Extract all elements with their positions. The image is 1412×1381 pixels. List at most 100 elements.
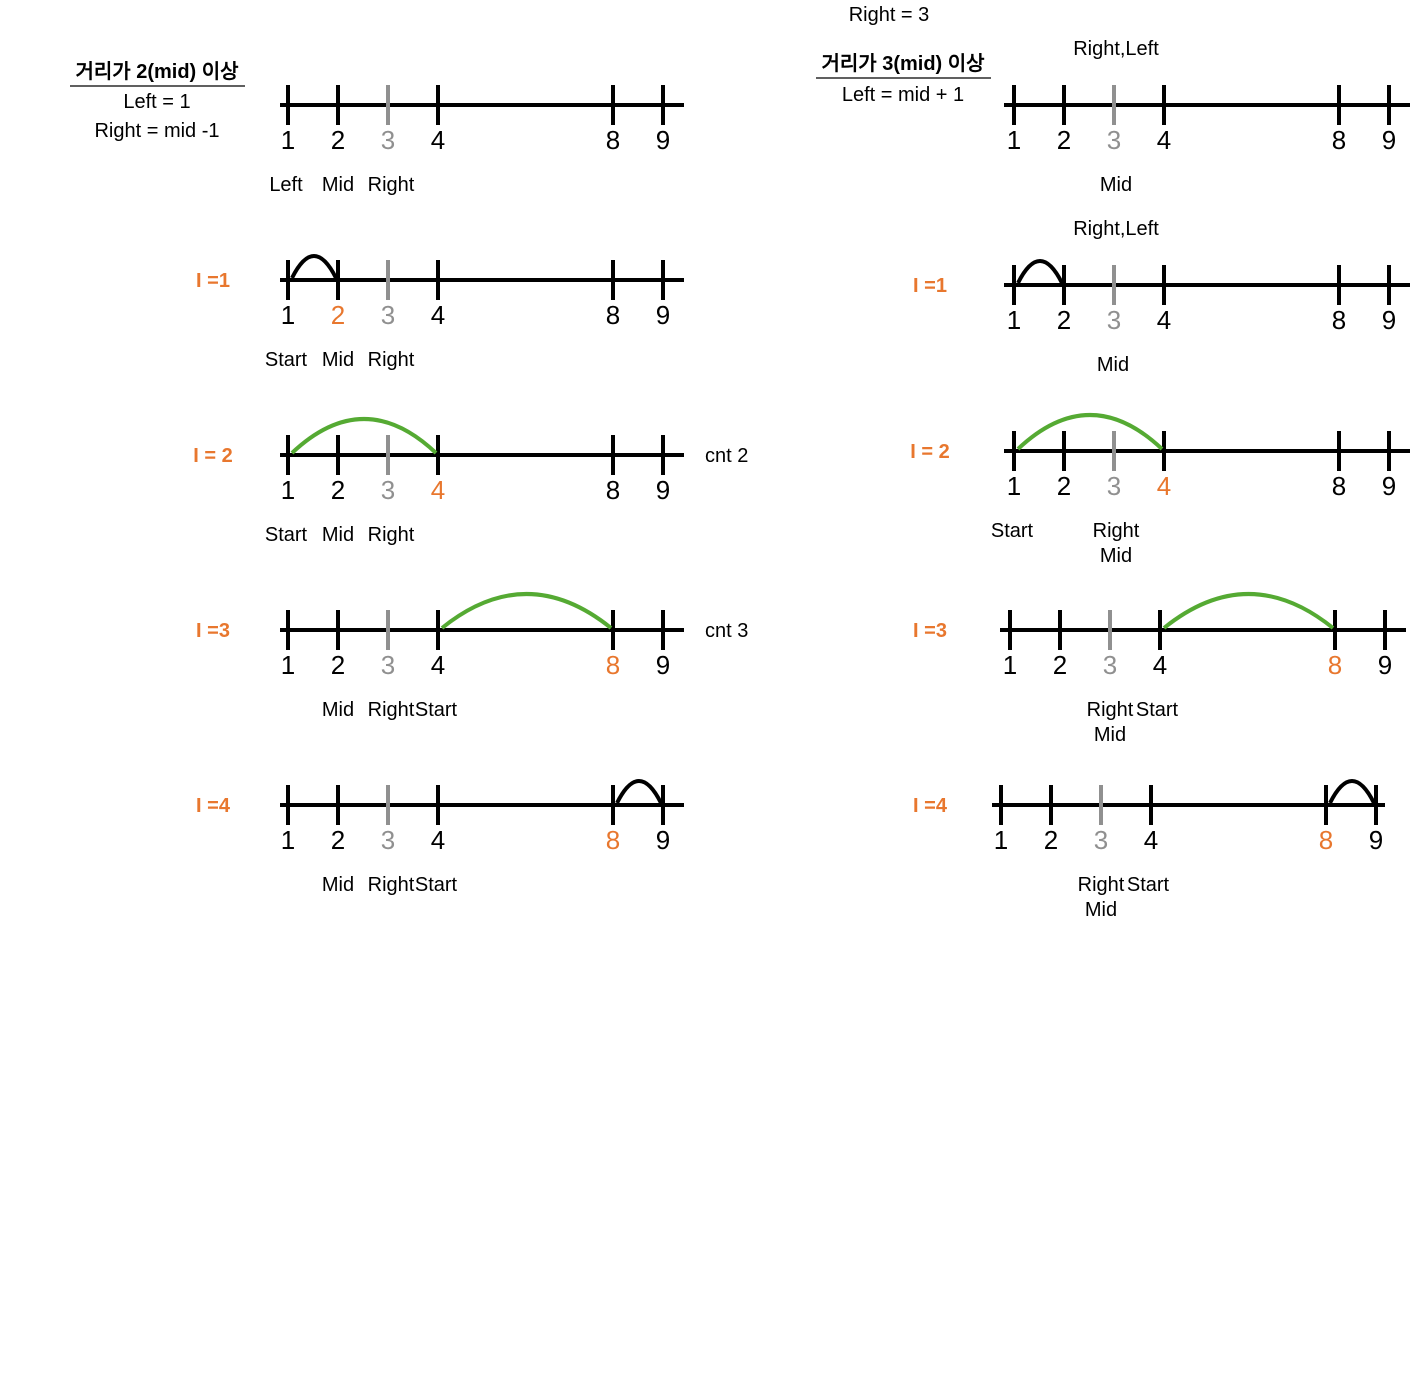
tick-number: 2: [331, 125, 345, 155]
iteration-label: I =3: [913, 620, 947, 642]
pointer-label: Mid: [322, 524, 354, 546]
pointer-label: Start: [1127, 874, 1170, 896]
tick-number: 1: [1003, 650, 1017, 680]
pointer-label: Mid: [322, 874, 354, 896]
tick-number: 4: [1157, 305, 1171, 335]
tick-number: 4: [431, 300, 445, 330]
pointer-label: Mid: [322, 349, 354, 371]
pointer-label: Right: [1078, 874, 1125, 896]
tick-number: 1: [281, 300, 295, 330]
tick-number: 1: [281, 475, 295, 505]
tick-number: 4: [431, 125, 445, 155]
tick-number: 8: [606, 475, 620, 505]
tick-number: 4: [1157, 471, 1171, 501]
number-line-row: I =4 1 2 3 4 8 9 Mid Right Start: [196, 779, 684, 896]
pointer-label: Right: [1087, 699, 1134, 721]
tick-number: 9: [1382, 125, 1396, 155]
tick-number: 9: [656, 825, 670, 855]
tick-number: 2: [331, 825, 345, 855]
pointer-label: Mid: [1100, 545, 1132, 567]
tick-number: 4: [1144, 825, 1158, 855]
top-note: Right = 3: [849, 4, 930, 26]
tick-number: 3: [1107, 305, 1121, 335]
tick-number: 4: [431, 650, 445, 680]
tick-number: 3: [1103, 650, 1117, 680]
tick-number: 8: [1319, 825, 1333, 855]
iteration-label: I = 2: [910, 441, 949, 463]
pointer-label: Mid: [1097, 354, 1129, 376]
tick-number: 8: [606, 300, 620, 330]
number-line-row: 1 2 3 4 8 9 Right,Left Mid: [1004, 38, 1410, 196]
jump-arc: [290, 254, 338, 279]
iteration-label: I =4: [913, 795, 948, 817]
tick-number: 2: [331, 475, 345, 505]
pointer-label: Right: [368, 524, 415, 546]
header-assignment: Right = mid -1: [94, 120, 219, 142]
tick-number: 3: [381, 475, 395, 505]
pointer-label: Start: [1136, 699, 1179, 721]
tick-number: 1: [281, 125, 295, 155]
jump-arc-green: [1162, 592, 1335, 630]
count-label: cnt 2: [705, 445, 748, 467]
tick-number: 8: [1332, 125, 1346, 155]
tick-number: 1: [1007, 471, 1021, 501]
tick-number: 1: [1007, 125, 1021, 155]
tick-number: 4: [1153, 650, 1167, 680]
tick-number: 8: [1328, 650, 1342, 680]
panel-right: 거리가 3(mid) 이상 Left = mid + 1 Right = 3 1 2 3 4…: [816, 4, 1410, 921]
pointer-label: Start: [265, 524, 308, 546]
tick-number: 9: [656, 125, 670, 155]
iteration-label: I =3: [196, 620, 230, 642]
tick-number: 2: [331, 650, 345, 680]
iteration-label: I =4: [196, 795, 231, 817]
jump-arc: [615, 779, 663, 804]
tick-number: 9: [1382, 471, 1396, 501]
pointer-label-above: Right,Left: [1073, 218, 1159, 240]
pointer-label: Mid: [322, 699, 354, 721]
tick-number: 4: [1157, 125, 1171, 155]
tick-number: 3: [381, 125, 395, 155]
number-line-row: I = 2 1 2 3 4 8 9 Start Right Mid: [910, 413, 1410, 567]
pointer-label: Start: [415, 874, 458, 896]
tick-number: 9: [656, 300, 670, 330]
tick-number: 8: [606, 125, 620, 155]
pointer-label: Left: [269, 174, 303, 196]
number-line-row: I =3 1 2 3 4 8 9 Right Start Mid: [913, 592, 1406, 746]
pointer-label: Right: [368, 874, 415, 896]
header-assignment: Left = mid + 1: [842, 84, 964, 106]
tick-number: 3: [381, 300, 395, 330]
panel-title: 거리가 3(mid) 이상: [821, 52, 985, 75]
tick-number: 3: [1107, 471, 1121, 501]
jump-arc-green: [1016, 413, 1164, 451]
tick-number: 3: [381, 825, 395, 855]
tick-number: 8: [606, 825, 620, 855]
pointer-label: Mid: [1100, 174, 1132, 196]
iteration-label: I =1: [196, 270, 230, 292]
jump-arc: [1016, 259, 1064, 284]
pointer-label: Mid: [1085, 899, 1117, 921]
tick-number: 8: [1332, 305, 1346, 335]
tick-number: 3: [1107, 125, 1121, 155]
iteration-label: I =1: [913, 275, 947, 297]
tick-number: 2: [1044, 825, 1058, 855]
pointer-label: Start: [991, 520, 1034, 542]
tick-number: 8: [606, 650, 620, 680]
pointer-label: Start: [415, 699, 458, 721]
tick-number: 2: [1053, 650, 1067, 680]
tick-number: 9: [656, 475, 670, 505]
tick-number: 9: [1382, 305, 1396, 335]
tick-number: 9: [1369, 825, 1383, 855]
tick-number: 9: [1378, 650, 1392, 680]
tick-number: 2: [1057, 471, 1071, 501]
tick-number: 4: [431, 825, 445, 855]
number-line-row: 1 2 3 4 8 9 Left Mid Right: [269, 85, 684, 196]
pointer-label-above: Right,Left: [1073, 38, 1159, 60]
tick-number: 1: [994, 825, 1008, 855]
number-line-row: I =3 1 2 3 4 8 9 cnt 3 Mid Right Start: [196, 592, 748, 721]
jump-arc: [1328, 779, 1376, 804]
panel-title: 거리가 2(mid) 이상: [75, 60, 239, 83]
tick-number: 1: [1007, 305, 1021, 335]
pointer-label: Right: [1093, 520, 1140, 542]
